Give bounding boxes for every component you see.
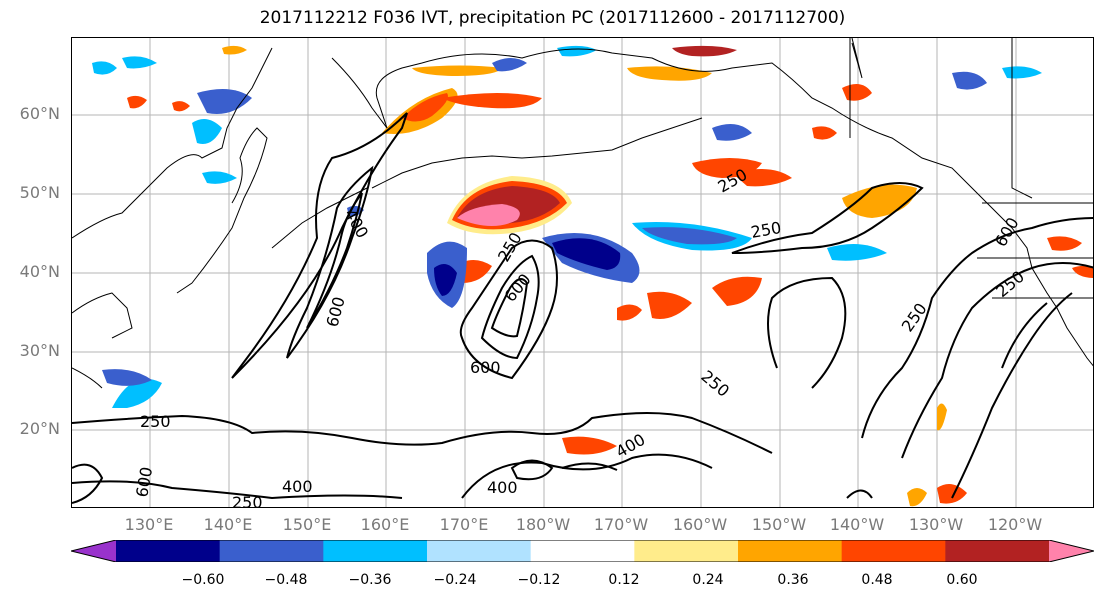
- colorbar-segment: [323, 540, 428, 562]
- colorbar-segment: [219, 540, 324, 562]
- map-canvas: 250 400 600 250 400 600 250 400 250 600 …: [72, 38, 1093, 508]
- lon-label-170w: 170°W: [593, 515, 649, 534]
- colorbar-extend-high: [1049, 540, 1094, 562]
- contour-label: 600: [501, 270, 535, 306]
- lon-label-130w: 130°W: [908, 515, 964, 534]
- contour-label: 600: [470, 358, 501, 377]
- ivt-contours: [72, 112, 1093, 504]
- lon-label-130e: 130°E: [124, 515, 174, 534]
- lat-label-30n: 30°N: [19, 341, 60, 360]
- borders: [849, 38, 1093, 299]
- colorbar-segment: [841, 540, 946, 562]
- colorbar-tick: −0.24: [433, 572, 477, 588]
- contour-label: 250: [697, 367, 733, 401]
- map-panel: 250 400 600 250 400 600 250 400 250 600 …: [71, 37, 1094, 508]
- contour-label: 600: [132, 465, 156, 498]
- lon-label-160w: 160°W: [672, 515, 728, 534]
- colorbar-segments: [71, 540, 1094, 562]
- contour-label: 250: [494, 229, 526, 265]
- lat-label-40n: 40°N: [19, 262, 60, 281]
- colorbar-tick: −0.48: [264, 572, 308, 588]
- map-title: 2017112212 F036 IVT, precipitation PC (2…: [259, 8, 846, 28]
- graticule: [72, 38, 1093, 507]
- lon-label-120w: 120°W: [987, 515, 1043, 534]
- colorbar-tick: 0.24: [692, 572, 724, 588]
- contour-label-group: 250 400 600 250 400 600 250 400 250 600 …: [132, 165, 1028, 508]
- colorbar-tick: −0.12: [517, 572, 561, 588]
- contour-label: 600: [323, 295, 349, 329]
- lon-label-180w: 180°W: [515, 515, 571, 534]
- lat-label-20n: 20°N: [19, 419, 60, 438]
- contour-label: 250: [140, 412, 171, 431]
- lon-label-160e: 160°E: [360, 515, 410, 534]
- lon-label-150e: 150°E: [282, 515, 332, 534]
- colorbar-segment: [116, 540, 221, 562]
- contour-label: 400: [487, 478, 518, 497]
- contour-label: 250: [232, 493, 263, 508]
- lon-label-140w: 140°W: [829, 515, 885, 534]
- colorbar-tick: −0.36: [348, 572, 392, 588]
- colorbar-segment: [945, 540, 1050, 562]
- colorbar-tick: 0.48: [861, 572, 893, 588]
- colorbar-segment: [530, 540, 635, 562]
- lat-label-60n: 60°N: [19, 104, 60, 123]
- colorbar-tick: 0.60: [946, 572, 978, 588]
- colorbar: [71, 540, 1094, 562]
- colorbar-segment: [427, 540, 532, 562]
- lon-label-140e: 140°E: [203, 515, 253, 534]
- colorbar-tick: 0.36: [777, 572, 809, 588]
- colorbar-extend-low: [71, 540, 116, 562]
- colorbar-tick: −0.60: [181, 572, 225, 588]
- contour-label: 250: [898, 299, 931, 335]
- colorbar-tick: 0.12: [608, 572, 640, 588]
- colorbar-segment: [738, 540, 843, 562]
- lat-label-50n: 50°N: [19, 183, 60, 202]
- colorbar-segment: [634, 540, 739, 562]
- contour-label: 400: [282, 477, 313, 496]
- precip-positive-fills: [127, 45, 1093, 507]
- coastlines: [72, 38, 1093, 389]
- lon-label-170e: 170°E: [439, 515, 489, 534]
- precip-negative-fills: [92, 45, 1042, 408]
- lon-label-150w: 150°W: [751, 515, 807, 534]
